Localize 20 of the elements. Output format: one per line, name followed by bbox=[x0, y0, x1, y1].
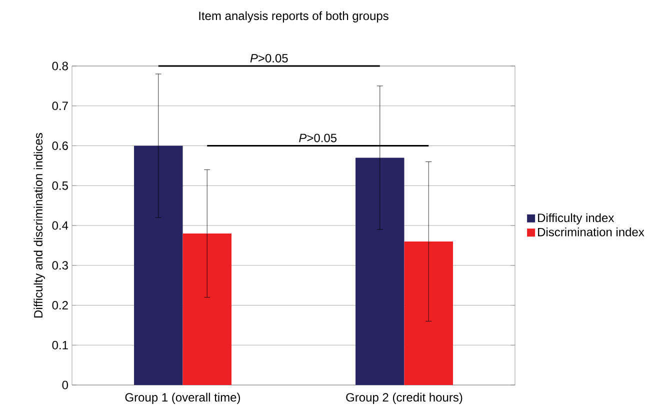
y-tick-label: 0.3 bbox=[52, 261, 68, 270]
y-tick-label: 0.5 bbox=[52, 181, 68, 190]
y-tick-label: 0.8 bbox=[52, 62, 68, 70]
x-tick-label: Group 1 (overall time) bbox=[125, 392, 240, 404]
annotation: P>0.05 bbox=[299, 134, 337, 142]
y-tick-label: 0.6 bbox=[52, 142, 68, 150]
y-axis-title: Difficulty and discrimination indices bbox=[34, 133, 45, 318]
y-tick-label: 0.1 bbox=[52, 340, 68, 350]
legend-label: Difficulty index bbox=[538, 213, 614, 224]
y-tick-label: 0.4 bbox=[52, 221, 68, 230]
bar bbox=[182, 233, 232, 385]
x-tick-label: Group 2 (credit hours) bbox=[346, 392, 462, 404]
bar bbox=[134, 146, 183, 385]
bar bbox=[356, 158, 404, 385]
legend-label: Discrimination index bbox=[538, 228, 644, 236]
y-tick-label: 0.2 bbox=[52, 301, 68, 310]
y-tick-label: 0 bbox=[62, 380, 68, 390]
y-tick-label: 0.7 bbox=[52, 102, 68, 110]
chart-title: Item analysis reports of both groups bbox=[199, 11, 388, 22]
text: P>0.05 bbox=[250, 54, 288, 62]
